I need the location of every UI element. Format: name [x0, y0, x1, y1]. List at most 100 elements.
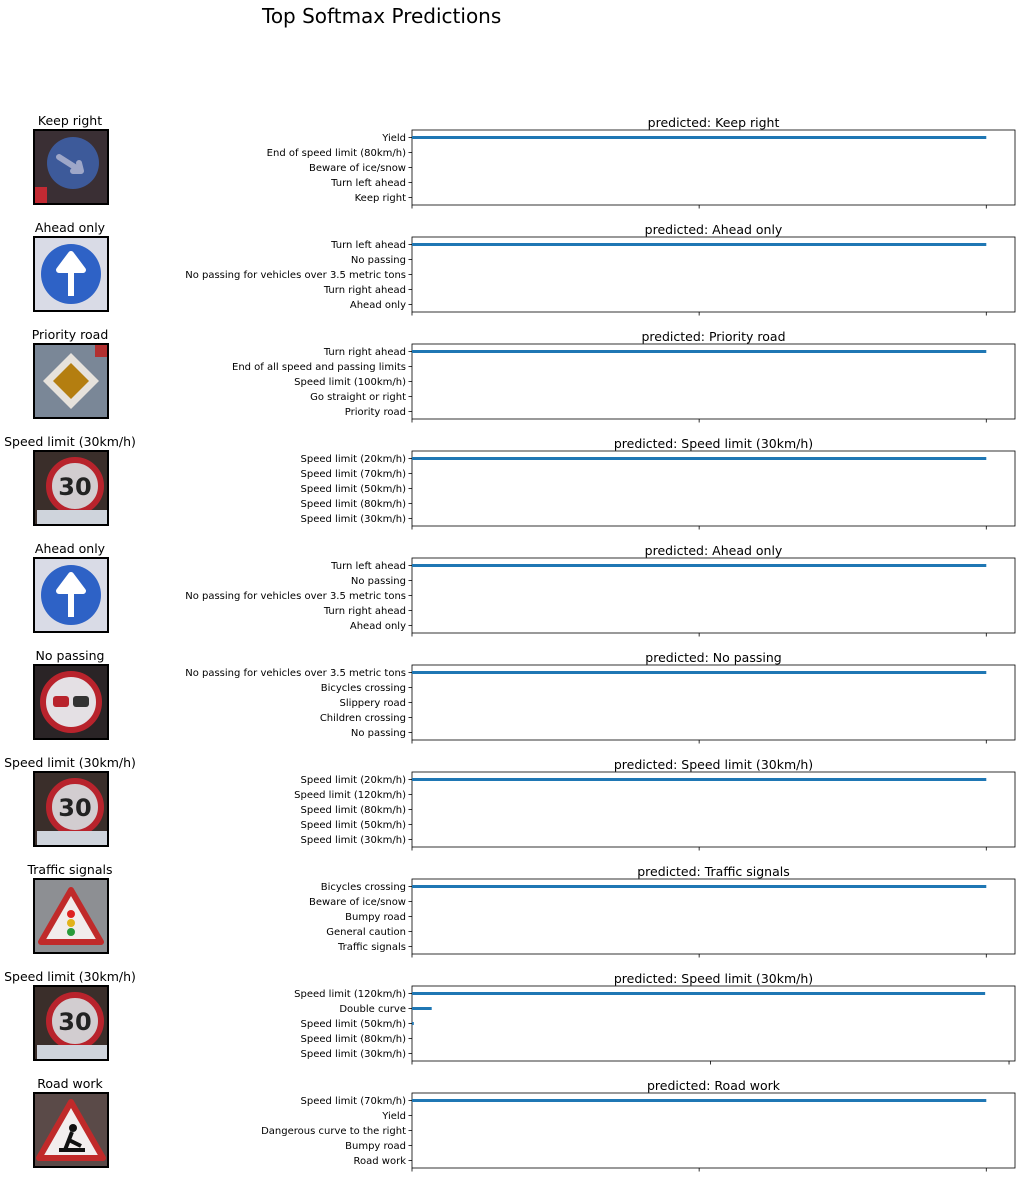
y-tick-label: Speed limit (50km/h)	[301, 820, 407, 831]
svg-text:30: 30	[58, 794, 91, 822]
y-tick-label: Children crossing	[320, 713, 406, 724]
y-tick-label: Double curve	[339, 1004, 406, 1015]
image-title: Speed limit (30km/h)	[4, 755, 136, 770]
y-tick-label: Speed limit (50km/h)	[301, 1019, 407, 1030]
x-tick-label: 0.5	[703, 1068, 719, 1069]
y-tick-label: Ahead only	[350, 621, 406, 632]
y-tick-label: Speed limit (80km/h)	[301, 499, 407, 510]
probability-bar	[412, 457, 987, 460]
probability-bar	[412, 243, 987, 246]
y-tick-label: No passing for vehicles over 3.5 metric …	[185, 668, 406, 679]
y-tick-label: Speed limit (20km/h)	[301, 775, 407, 786]
y-tick-label: Keep right	[355, 193, 406, 204]
y-tick-label: Slippery road	[340, 698, 406, 709]
x-tick-label: 1.0	[978, 854, 994, 855]
axes-frame	[411, 771, 1016, 848]
axes-frame	[411, 1092, 1016, 1169]
x-tick-label: 1.0	[978, 319, 994, 320]
prediction-row: Speed limit (30km/h) 30 predicted: Speed l…	[0, 755, 1024, 855]
prediction-row: Traffic signals predicted: Traffic signal…	[0, 862, 1024, 962]
priority-road-sign-icon	[33, 343, 109, 419]
y-tick-label: Speed limit (120km/h)	[294, 790, 406, 801]
image-title: Traffic signals	[27, 862, 113, 877]
x-tick-label: 0.5	[691, 212, 707, 213]
chart-title: predicted: Priority road	[641, 329, 785, 344]
probability-bar	[412, 350, 987, 353]
y-tick-label: Bicycles crossing	[321, 683, 406, 694]
probability-bar	[412, 1007, 432, 1010]
speed-limit-30-sign-icon: 30	[33, 985, 109, 1061]
y-tick-label: Speed limit (120km/h)	[294, 989, 406, 1000]
x-tick-label: 1.0	[978, 212, 994, 213]
x-tick-label: 0.0	[404, 854, 420, 855]
axes-frame	[411, 878, 1016, 955]
ahead-only-sign-icon	[33, 236, 109, 312]
x-tick-label: 0.0	[404, 1175, 420, 1176]
x-tick-label: 0.0	[404, 533, 420, 534]
chart-title: predicted: Keep right	[648, 115, 780, 130]
x-tick-label: 0.0	[404, 1068, 420, 1069]
x-tick-label: 1.0	[978, 640, 994, 641]
y-tick-label: Speed limit (100km/h)	[294, 377, 406, 388]
y-tick-label: Turn left ahead	[330, 178, 406, 189]
image-title: Road work	[37, 1076, 103, 1091]
y-tick-label: Speed limit (30km/h)	[301, 835, 407, 846]
y-tick-label: Speed limit (20km/h)	[301, 454, 407, 465]
y-tick-label: Speed limit (80km/h)	[301, 805, 407, 816]
y-tick-label: Road work	[354, 1156, 407, 1167]
y-tick-label: Speed limit (80km/h)	[301, 1034, 407, 1045]
prediction-bar-chart: predicted: Ahead only Turn left ahead No p…	[185, 222, 1016, 320]
prediction-row: Speed limit (30km/h) 30 predicted: Speed l…	[0, 434, 1024, 534]
y-tick-label: Speed limit (70km/h)	[301, 1096, 407, 1107]
axes-frame	[411, 664, 1016, 741]
x-tick-label: 0.5	[691, 640, 707, 641]
probability-bar	[412, 136, 987, 139]
svg-text:30: 30	[58, 473, 91, 501]
prediction-row: Ahead only predicted: Ahead only Turn left…	[0, 220, 1024, 320]
figure-title: Top Softmax Predictions	[262, 4, 502, 28]
x-tick-label: 1.0	[978, 961, 994, 962]
y-tick-label: Dangerous curve to the right	[261, 1126, 406, 1137]
probability-bar	[412, 885, 987, 888]
x-tick-label: 1.0	[978, 533, 994, 534]
x-tick-label: 0.0	[404, 426, 420, 427]
y-tick-label: No passing for vehicles over 3.5 metric …	[185, 591, 406, 602]
image-title: Keep right	[37, 113, 103, 128]
prediction-bar-chart: predicted: Keep right Yield End of speed l…	[267, 115, 1016, 213]
y-tick-label: Turn right ahead	[323, 606, 406, 617]
chart-title: predicted: Speed limit (30km/h)	[614, 757, 813, 772]
image-title: Ahead only	[34, 541, 106, 556]
prediction-bar-chart: predicted: Speed limit (30km/h) Speed lim…	[294, 971, 1017, 1069]
y-tick-label: Yield	[381, 133, 406, 144]
image-title: Speed limit (30km/h)	[4, 969, 136, 984]
probability-bar	[412, 1022, 414, 1025]
image-title: No passing	[35, 648, 105, 663]
x-tick-label: 0.0	[404, 961, 420, 962]
x-tick-label: 0.0	[404, 747, 420, 748]
traffic-signals-sign-icon	[33, 878, 109, 954]
prediction-bar-chart: predicted: Speed limit (30km/h) Speed lim…	[301, 436, 1016, 534]
x-tick-label: 0.0	[404, 640, 420, 641]
y-tick-label: End of all speed and passing limits	[232, 362, 406, 373]
x-tick-label: 0.5	[691, 961, 707, 962]
x-tick-label: 0.0	[404, 319, 420, 320]
y-tick-label: Turn left ahead	[330, 561, 406, 572]
y-tick-label: General caution	[326, 927, 406, 938]
y-tick-label: End of speed limit (80km/h)	[267, 148, 406, 159]
prediction-bar-chart: predicted: Traffic signals Bicycles cross…	[309, 864, 1016, 962]
x-tick-label: 0.5	[691, 319, 707, 320]
x-tick-label: 0.5	[691, 854, 707, 855]
y-tick-label: Turn left ahead	[330, 240, 406, 251]
x-tick-label: 1.0	[978, 1175, 994, 1176]
x-tick-label: 0.5	[691, 533, 707, 534]
y-tick-label: Bicycles crossing	[321, 882, 406, 893]
prediction-row: Road work predicted: Road work Speed limit…	[0, 1076, 1024, 1176]
y-tick-label: Bumpy road	[345, 1141, 406, 1152]
speed-limit-30-sign-icon: 30	[33, 771, 109, 847]
no-passing-sign-icon	[33, 664, 109, 740]
probability-bar	[412, 671, 987, 674]
x-tick-label: 0.5	[691, 747, 707, 748]
y-tick-label: No passing	[351, 255, 406, 266]
probability-bar	[412, 564, 987, 567]
y-tick-label: Speed limit (70km/h)	[301, 469, 407, 480]
